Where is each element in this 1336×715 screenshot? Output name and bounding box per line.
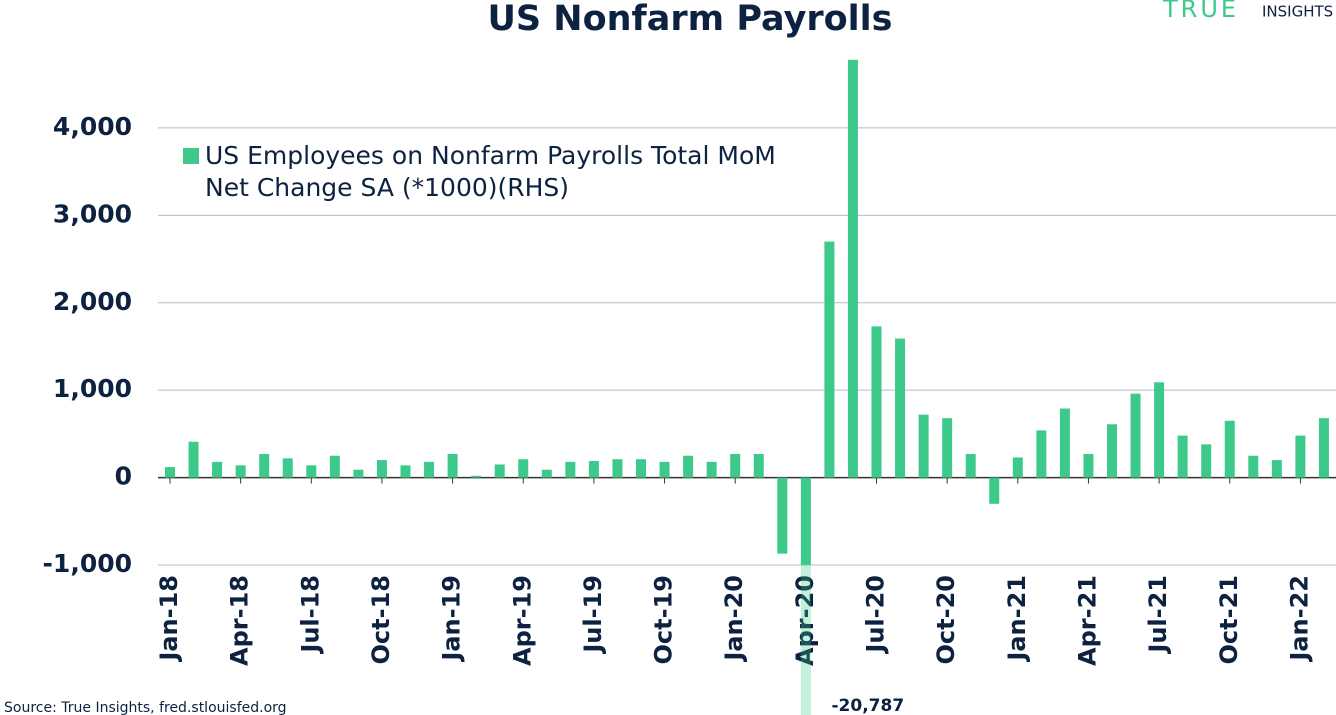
source: Source: True Insights, fred.stlouisfed.o… <box>4 700 287 715</box>
bar <box>235 465 246 478</box>
legend-label: US Employees on Nonfarm Payrolls Total M… <box>205 141 776 202</box>
x-tick-label: Jul-21 <box>1144 575 1172 655</box>
bar <box>1318 418 1329 478</box>
bar <box>824 241 835 478</box>
bar <box>1271 460 1282 478</box>
bar <box>965 453 976 478</box>
bar <box>1107 424 1117 478</box>
bar <box>706 461 717 478</box>
bar <box>376 460 387 478</box>
logo-main: TRUE <box>1162 0 1239 23</box>
x-tick-label: Apr-20 <box>791 575 819 666</box>
bar <box>1036 430 1047 478</box>
bar <box>1059 408 1070 478</box>
bar <box>1012 457 1023 478</box>
bar <box>353 469 364 478</box>
bar <box>165 467 175 478</box>
y-tick-label: 4,000 <box>53 112 132 141</box>
x-tick-label: Jul-19 <box>579 575 607 655</box>
bar <box>282 458 293 478</box>
bar <box>659 461 670 478</box>
bar <box>494 464 505 478</box>
bar <box>1224 420 1235 478</box>
bar <box>871 326 882 478</box>
x-tick-label: Apr-19 <box>508 575 536 666</box>
bar <box>895 338 906 478</box>
bar <box>447 453 458 478</box>
bar <box>942 418 953 478</box>
x-tick-label: Jan-21 <box>1003 575 1031 663</box>
y-tick-label: 1,000 <box>53 374 132 403</box>
bar <box>989 477 1000 504</box>
bar <box>918 414 929 478</box>
bar <box>518 459 529 478</box>
bar <box>800 477 811 565</box>
x-tick-label: Jul-20 <box>862 575 890 655</box>
chart-title: US Nonfarm Payrolls <box>487 0 892 39</box>
bar <box>730 453 741 478</box>
value-label: -20,787 <box>832 696 905 715</box>
x-tick-label: Jan-19 <box>438 575 466 663</box>
bar <box>471 475 482 478</box>
x-tick-label: Jul-18 <box>296 575 324 655</box>
legend: US Employees on Nonfarm Payrolls Total M… <box>183 140 785 204</box>
x-tick-label: Oct-19 <box>650 575 678 664</box>
bar <box>588 460 599 478</box>
bar <box>753 453 764 478</box>
bar <box>847 59 858 478</box>
bar <box>424 461 435 478</box>
bar <box>565 461 576 478</box>
bar <box>1083 453 1094 478</box>
bar <box>1154 382 1165 478</box>
bar <box>777 477 788 554</box>
bar <box>612 459 623 478</box>
x-tick-label: Oct-18 <box>367 575 395 664</box>
clipped-bar-extension <box>800 565 811 715</box>
bar <box>400 465 411 478</box>
y-tick-label: 2,000 <box>53 287 132 316</box>
bar <box>1295 435 1306 478</box>
bar <box>541 469 552 478</box>
x-tick-label: Jan-22 <box>1285 575 1313 663</box>
y-tick-label: -1,000 <box>43 549 132 578</box>
bar <box>1248 455 1259 478</box>
x-tick-label: Oct-20 <box>932 575 960 664</box>
bar <box>259 453 270 478</box>
bar <box>683 455 694 478</box>
legend-swatch <box>183 148 199 164</box>
y-tick-label: 0 <box>115 462 132 491</box>
logo-sub: INSIGHTS <box>1262 3 1333 21</box>
bar <box>636 459 646 478</box>
bar <box>188 441 199 478</box>
bar <box>1130 393 1141 478</box>
y-tick-label: 3,000 <box>53 199 132 228</box>
bar <box>1201 444 1212 478</box>
x-tick-label: Apr-18 <box>226 575 254 666</box>
bar <box>306 465 317 478</box>
bar <box>212 461 223 478</box>
x-tick-label: Oct-21 <box>1215 575 1243 664</box>
x-tick-label: Jan-20 <box>720 575 748 663</box>
x-tick-label: Jan-18 <box>155 575 183 663</box>
x-tick-label: Apr-21 <box>1073 575 1101 666</box>
bar <box>1177 435 1188 478</box>
bar <box>329 455 340 478</box>
